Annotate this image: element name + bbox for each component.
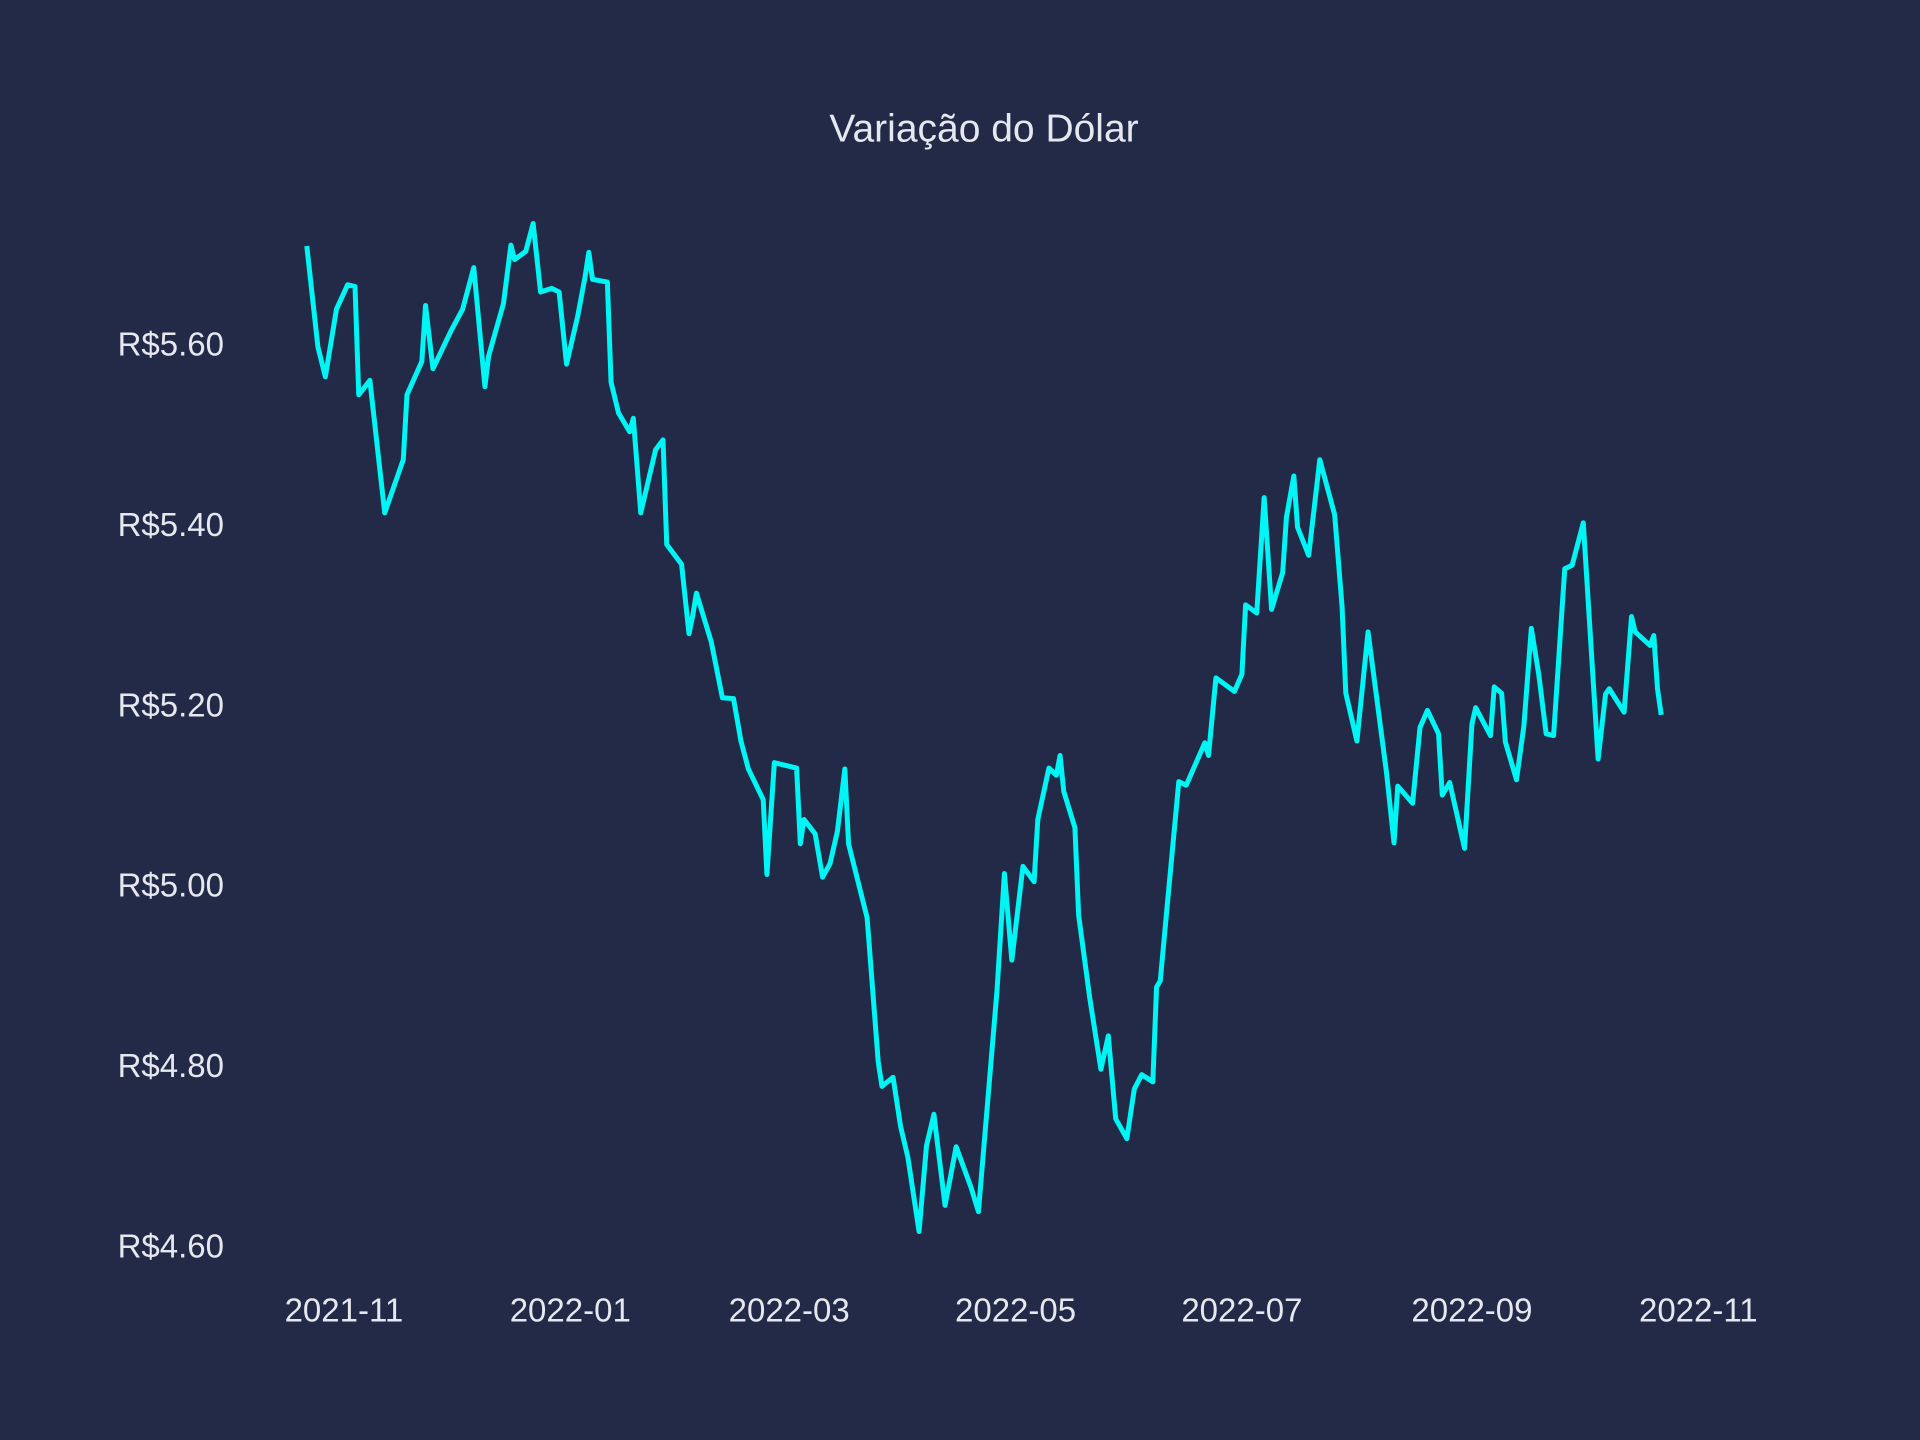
x-tick-label: 2022-05 [955, 1292, 1076, 1329]
chart-title: Variação do Dólar [829, 107, 1138, 150]
x-tick-label: 2022-01 [510, 1292, 631, 1329]
y-tick-label: R$5.60 [118, 326, 224, 363]
x-tick-label: 2022-07 [1181, 1292, 1302, 1329]
y-tick-label: R$4.80 [118, 1047, 224, 1084]
y-tick-label: R$5.20 [118, 686, 224, 723]
line [304, 220, 1664, 1235]
y-tick-label: R$5.00 [118, 867, 224, 904]
y-tick-label: R$5.40 [118, 506, 224, 543]
y-tick-label: R$4.60 [118, 1227, 224, 1264]
x-tick-label: 2022-11 [1639, 1292, 1758, 1329]
x-tick-label: 2022-09 [1411, 1292, 1532, 1329]
x-tick-label: 2022-03 [729, 1292, 850, 1329]
x-tick-label: 2021-11 [285, 1292, 404, 1329]
